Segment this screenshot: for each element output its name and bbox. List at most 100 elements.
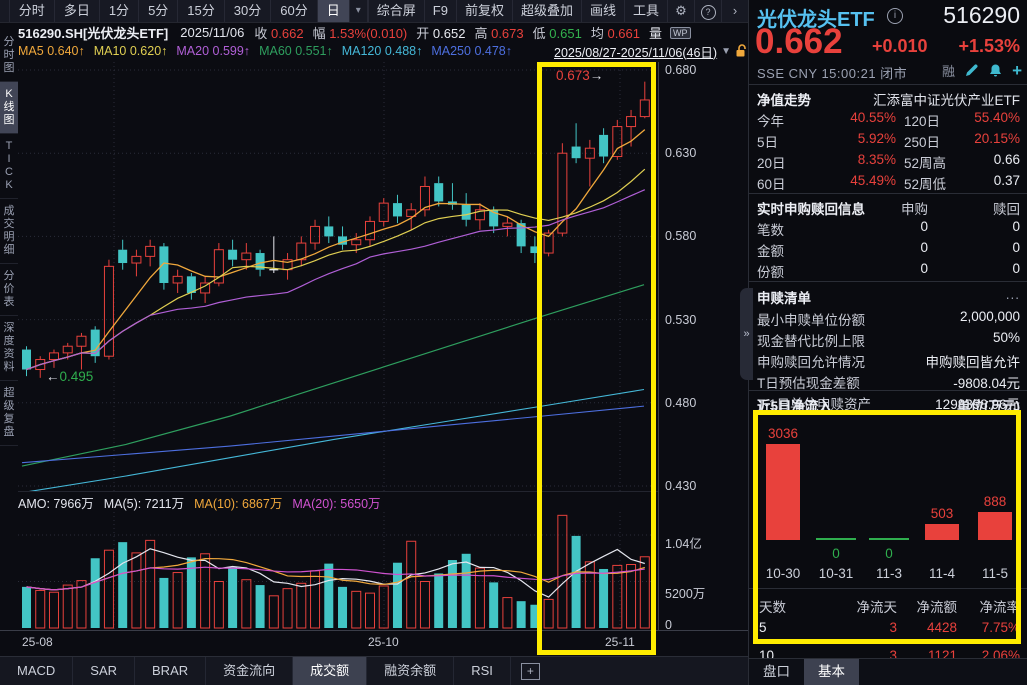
- indicator-tab-融资余额[interactable]: 融资余额: [367, 657, 455, 685]
- field-value: 0.652: [432, 26, 466, 41]
- perf-value: 20.15%: [974, 131, 1020, 146]
- flow-col-header: 净流率: [979, 600, 1021, 615]
- period-tab-group: 分时 多日 1分 5分 15分 30分 60分日: [10, 0, 350, 22]
- perf-value: 45.49%: [850, 173, 896, 188]
- add-indicator-icon[interactable]: +: [520, 663, 540, 680]
- indicator-tab-RSI[interactable]: RSI: [454, 657, 511, 685]
- period-dropdown-icon[interactable]: ▾: [350, 0, 368, 22]
- field-label: 低: [532, 26, 546, 41]
- sidebar-item-成交明细[interactable]: 成交明细: [0, 199, 18, 264]
- list-label: 现金替代比例上限: [757, 334, 865, 349]
- period-tab-30分[interactable]: 30分: [225, 0, 272, 22]
- volume-tick: 0: [665, 618, 672, 632]
- add-to-watchlist-icon[interactable]: +: [1012, 61, 1022, 80]
- sidebar-item-超级复盘[interactable]: 超级复盘: [0, 381, 18, 446]
- field-value: 0.673: [491, 26, 524, 41]
- flow-col-header: 天数: [759, 600, 786, 615]
- perf-value: 0.37: [993, 173, 1020, 188]
- indicator-tab-BRAR[interactable]: BRAR: [135, 657, 207, 685]
- panel-collapse-handle[interactable]: »: [740, 288, 753, 380]
- candlestick-chart[interactable]: [18, 62, 658, 492]
- rt-redeem-value: 0: [1012, 219, 1020, 234]
- panel-tab-基本[interactable]: 基本: [804, 659, 859, 685]
- ma-legend-MA10: MA10 0.620↑: [94, 44, 168, 58]
- x-tick-25-08: 25-08: [22, 635, 53, 649]
- period-tab-1分[interactable]: 1分: [100, 0, 140, 22]
- more-ellipsis[interactable]: ...: [1005, 287, 1020, 302]
- ma-legend-MA60: MA60 0.551↑: [259, 44, 333, 58]
- amo-legend: AMO: 7966万 MA(5): 7211万 MA(10): 6867万 MA…: [18, 491, 658, 512]
- price-tick-0.580: 0.580: [665, 229, 697, 244]
- pencil-icon[interactable]: [964, 63, 979, 78]
- inflow-section-title: 近5日净流入: [757, 399, 833, 414]
- performance-row: 20日 8.35% 52周高 0.66: [749, 152, 1027, 172]
- market-status: SSE CNY 15:00:21 闭市: [757, 66, 908, 81]
- triangle-down-icon[interactable]: ▼: [721, 45, 731, 57]
- list-row: 最小申赎单位份额 2,000,000: [749, 309, 1027, 329]
- indicator-tab-SAR[interactable]: SAR: [73, 657, 136, 685]
- price-tick-0.430: 0.430: [665, 479, 697, 493]
- field-label: 均: [590, 26, 604, 41]
- indicator-tab-成交额[interactable]: 成交额: [293, 657, 368, 685]
- period-tab-5分[interactable]: 5分: [139, 0, 179, 22]
- toolbar-button-综合屏[interactable]: 综合屏: [367, 0, 424, 22]
- period-tab-60分[interactable]: 60分: [271, 0, 318, 22]
- inflow-value: 3036: [767, 426, 799, 441]
- toolbar-button-前复权[interactable]: 前复权: [455, 0, 512, 22]
- flow-cell: 4428: [926, 620, 957, 635]
- wp-badge-icon[interactable]: WP: [670, 26, 691, 39]
- sidebar-item-分时图[interactable]: 分时图: [0, 30, 18, 82]
- period-tab-分时[interactable]: 分时: [10, 0, 55, 22]
- indicator-tab-MACD[interactable]: MACD: [0, 657, 74, 685]
- volume-tick: 1.04亿: [665, 537, 702, 551]
- period-tab-日[interactable]: 日: [317, 0, 350, 22]
- rt-label: 金额: [757, 244, 784, 259]
- help-icon[interactable]: ?: [694, 0, 721, 22]
- period-tab-15分[interactable]: 15分: [178, 0, 225, 22]
- date-range-label[interactable]: 2025/08/27-2025/11/06(46日): [554, 45, 718, 60]
- list-row: T-1日单位申赎资产 1298398.96元: [749, 393, 1027, 413]
- date-range-control[interactable]: 2025/08/27-2025/11/06(46日) ▼: [554, 42, 748, 61]
- etf-name: 光伏龙头ETF: [757, 9, 875, 31]
- perf-label: 120日: [904, 114, 941, 129]
- quote-info-bar: 516290.SH[光伏龙头ETF] 2025/11/06 收 0.662 幅 1…: [18, 23, 748, 42]
- list-value: 2,000,000: [959, 309, 1020, 324]
- indicator-tab-资金流向[interactable]: 资金流向: [206, 657, 294, 685]
- chevron-right-icon[interactable]: ›: [721, 0, 748, 22]
- volume-chart[interactable]: [18, 512, 658, 630]
- quote-panel: 光伏龙头ETF i 516290 0.662 +0.010 +1.53% SSE…: [748, 0, 1027, 685]
- list-section-title: 申赎清单: [757, 291, 811, 306]
- y-axis: 0.680 0.630 0.580 0.530 0.480 0.430 1.04亿 5200万…: [658, 62, 749, 632]
- amo-ma5: MA(5): 7211万: [103, 496, 185, 511]
- panel-tab-盘口[interactable]: 盘口: [763, 664, 790, 679]
- inflow-date-label: 11-3: [875, 566, 903, 581]
- amo-value: AMO: 7966万: [18, 496, 94, 511]
- toolbar-button-F9[interactable]: F9: [423, 0, 456, 22]
- lock-icon[interactable]: [735, 44, 748, 58]
- list-row: 申购赎回允许情况 申购赎回皆允许: [749, 351, 1027, 371]
- rt-label: 份额: [757, 265, 784, 280]
- period-tab-多日[interactable]: 多日: [55, 0, 100, 22]
- list-label: T-1日单位申赎资产: [757, 397, 872, 412]
- quote-panel-tab-bar: 盘口 基本: [748, 658, 1027, 685]
- symbol-label: 516290.SH[光伏龙头ETF]: [18, 26, 169, 41]
- sidebar-item-深度资料[interactable]: 深度资料: [0, 316, 18, 381]
- toolbar-button-工具[interactable]: 工具: [623, 0, 667, 22]
- perf-label: 5日: [757, 135, 779, 150]
- ma-value: 0.478↑: [474, 44, 512, 58]
- list-label: 最小申赎单位份额: [757, 313, 865, 328]
- toolbar-button-画线[interactable]: 画线: [580, 0, 624, 22]
- toolbar-button-超级叠加[interactable]: 超级叠加: [511, 0, 581, 22]
- margin-badge[interactable]: 融: [942, 64, 956, 79]
- gear-icon[interactable]: ⚙: [667, 0, 694, 22]
- bell-icon[interactable]: [988, 63, 1003, 78]
- perf-value: 0.66: [993, 152, 1020, 167]
- price-change-pct: +1.53%: [958, 36, 1020, 56]
- sidebar-item-分价表[interactable]: 分价表: [0, 264, 18, 316]
- rt-subscribe-value: 0: [920, 261, 928, 276]
- rt-subscribe-value: 0: [920, 219, 928, 234]
- info-circle-icon[interactable]: i: [887, 8, 903, 24]
- inflow-unit-label: 单位(万元): [957, 399, 1020, 414]
